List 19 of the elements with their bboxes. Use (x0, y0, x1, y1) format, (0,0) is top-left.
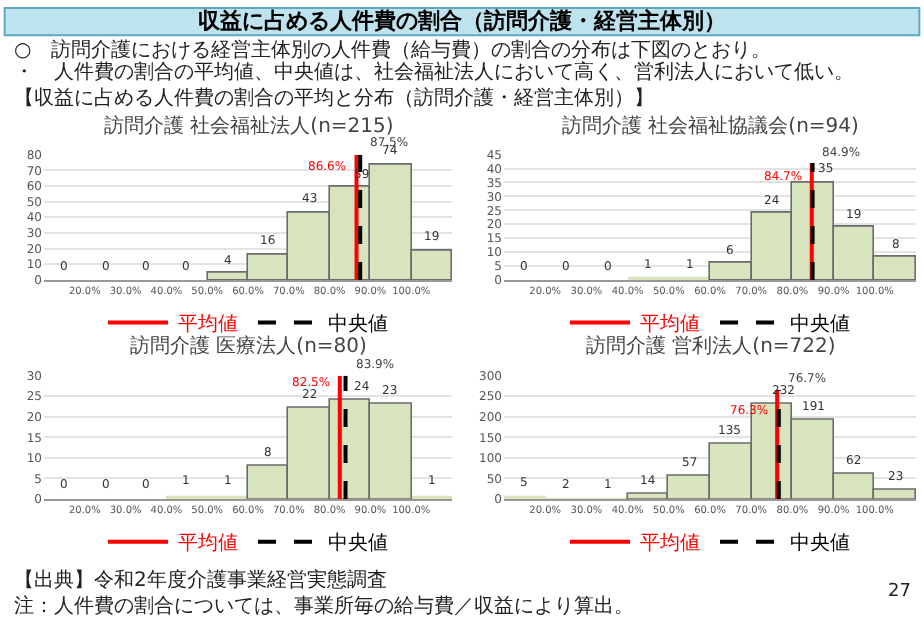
legend-label: 中央値 (328, 312, 388, 337)
chart-title: 訪問介護 医療法人(n=80) (130, 334, 368, 358)
text: 注：人件費の割合については、事業所毎の給与費／収益により算出。 (14, 594, 634, 618)
text: 【出典】令和2年度介護事業経営実態調査 (14, 568, 387, 592)
legend-label: 平均値 (178, 312, 238, 337)
series-label: 中央値 (790, 531, 850, 556)
text: 収益に占める人件費の割合（訪問介護・経営主体別） (198, 8, 726, 34)
text: 平均値 (178, 531, 238, 556)
text: ○ 訪問介護における経営主体別の人件費（給与費）の割合の分布は下図のとおり。 (14, 38, 772, 62)
chart-title: 訪問介護 社会福祉法人(n=215) (104, 114, 394, 138)
text: 27 (888, 582, 911, 602)
legend-label: 中央値 (790, 312, 850, 337)
series-label: 中央値 (328, 531, 388, 556)
chart-title: 訪問介護 社会福祉協議会(n=94) (562, 114, 860, 138)
text: 【収益に占める人件費の割合の平均と分布（訪問介護・経営主体別）】 (14, 86, 654, 110)
legend-label: 平均値 (640, 312, 700, 337)
chart-title: 訪問介護 営利法人(n=722) (586, 334, 836, 358)
text: 平均値 (640, 531, 700, 556)
text: ・ 人件費の割合の平均値、中央値は、社会福祉法人において高く、営利法人において低い。 (14, 60, 854, 84)
